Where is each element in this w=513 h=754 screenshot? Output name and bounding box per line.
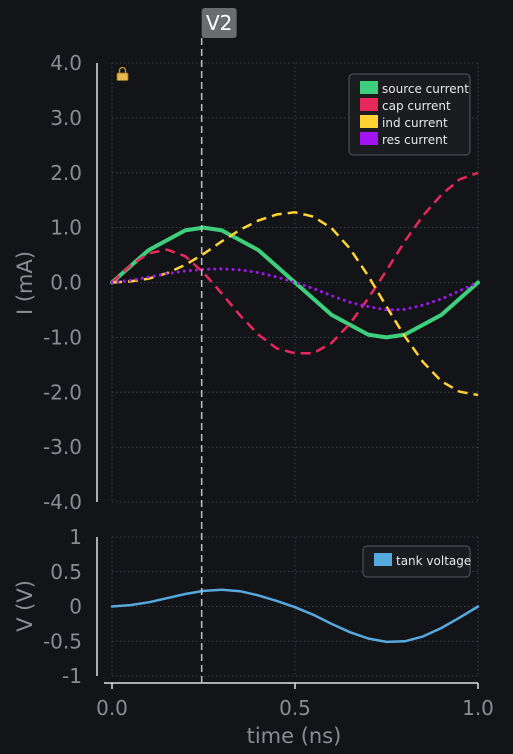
current-y-tick-label: 3.0 bbox=[50, 106, 82, 130]
legend-label-source-current: source current bbox=[382, 82, 469, 96]
x-axis-label: time (ns) bbox=[247, 724, 342, 748]
voltage-y-tick-label: 0.5 bbox=[50, 560, 82, 584]
cursor-v2[interactable]: V2 bbox=[200, 8, 237, 683]
voltage-plot[interactable]: 1 0.5 0 -0.5 -1 V (V) tank voltage bbox=[13, 525, 480, 688]
current-y-tick-label: -2.0 bbox=[43, 380, 82, 404]
current-y-tick-label: 2.0 bbox=[50, 161, 82, 185]
current-plot-series bbox=[110, 171, 480, 397]
voltage-y-tick-label: 1 bbox=[69, 525, 82, 549]
current-y-tick-label: -3.0 bbox=[43, 435, 82, 459]
current-plot[interactable]: 4.0 3.0 2.0 1.0 0.0 -1.0 -2.0 -3.0 -4.0 I (mA) s… bbox=[13, 51, 480, 514]
x-ticks: 0.0 0.5 1.0 bbox=[96, 683, 494, 720]
legend-label-res-current: res current bbox=[382, 133, 448, 147]
legend-swatch-ind-current bbox=[360, 115, 378, 128]
current-y-tick-label: 1.0 bbox=[50, 216, 82, 240]
current-y-tick-label: -4.0 bbox=[43, 490, 82, 514]
legend-label-tank-voltage: tank voltage bbox=[396, 554, 471, 568]
current-plot-y-label: I (mA) bbox=[13, 251, 37, 315]
cursor-label: V2 bbox=[206, 11, 232, 35]
legend-swatch-tank-voltage bbox=[374, 553, 392, 566]
legend-label-cap-current: cap current bbox=[382, 99, 451, 113]
voltage-plot-legend: tank voltage bbox=[362, 545, 471, 578]
x-tick-label: 0.0 bbox=[96, 696, 128, 720]
series-line-tank-voltage bbox=[110, 588, 480, 644]
current-plot-y-ticks: 4.0 3.0 2.0 1.0 0.0 -1.0 -2.0 -3.0 -4.0 bbox=[43, 51, 82, 514]
series-line-ind-current bbox=[111, 211, 479, 397]
legend-swatch-source-current bbox=[360, 81, 378, 94]
current-y-tick-label: 0.0 bbox=[50, 271, 82, 295]
current-plot-legend: source current cap current ind current res … bbox=[348, 73, 471, 156]
voltage-y-tick-label: -1 bbox=[62, 664, 82, 688]
lock-icon[interactable] bbox=[116, 66, 129, 81]
voltage-y-tick-label: -0.5 bbox=[43, 629, 82, 653]
x-tick-label: 1.0 bbox=[462, 696, 494, 720]
legend-label-ind-current: ind current bbox=[382, 116, 448, 130]
series-line-cap-current bbox=[111, 171, 479, 355]
voltage-plot-y-ticks: 1 0.5 0 -0.5 -1 bbox=[43, 525, 82, 688]
voltage-y-tick-label: 0 bbox=[69, 595, 82, 619]
legend-swatch-res-current bbox=[360, 132, 378, 145]
current-y-tick-label: 4.0 bbox=[50, 51, 82, 75]
series-line-res-current bbox=[110, 267, 480, 312]
voltage-plot-series bbox=[110, 588, 480, 644]
legend-box bbox=[348, 73, 471, 156]
legend-swatch-cap-current bbox=[360, 98, 378, 111]
current-y-tick-label: -1.0 bbox=[43, 325, 82, 349]
current-plot-grid bbox=[111, 62, 479, 503]
voltage-plot-y-label: V (V) bbox=[13, 580, 37, 632]
x-tick-label: 0.5 bbox=[279, 696, 311, 720]
cursor-label-box[interactable] bbox=[201, 8, 237, 38]
